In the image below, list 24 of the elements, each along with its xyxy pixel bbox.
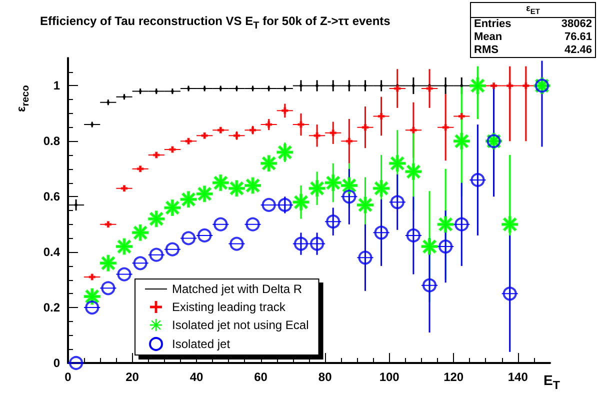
legend-label: Isolated jet not using Ecal xyxy=(172,318,309,332)
text: RMS 42.46 xyxy=(474,44,592,56)
chart-title: Efficiency of Tau reconstruction VS E$_{T}$ for 50k of Z->ττ events xyxy=(40,14,390,32)
text: Mean 76.61 xyxy=(474,30,592,43)
text: ε$_{ET}$ xyxy=(471,3,595,18)
x-tick-label: 80 xyxy=(318,370,332,384)
legend-label: Existing leading track xyxy=(172,300,286,314)
x-tick-label: 120 xyxy=(444,370,464,384)
x-tick-label: 140 xyxy=(508,370,528,384)
text: Entries 38062 xyxy=(474,18,592,30)
x-tick-label: 60 xyxy=(254,370,268,384)
y-tick-label: 0.2 xyxy=(43,300,60,315)
legend-label: Isolated jet xyxy=(172,337,231,351)
x-tick-label: 100 xyxy=(379,370,400,384)
legend-label: Matched jet with Delta R xyxy=(172,282,302,296)
y-tick-label: 0.6 xyxy=(43,190,60,204)
x-tick-label: 20 xyxy=(126,370,140,384)
y-tick-label: 1 xyxy=(53,78,60,93)
y-tick-label: 0 xyxy=(53,356,60,370)
x-tick-label: 40 xyxy=(190,370,204,384)
y-tick-label: 0.4 xyxy=(43,245,60,260)
x-axis-title: E$_{T}$ xyxy=(544,372,560,392)
y-tick-label: 0.8 xyxy=(43,134,60,148)
x-tick-label: 0 xyxy=(64,370,72,384)
